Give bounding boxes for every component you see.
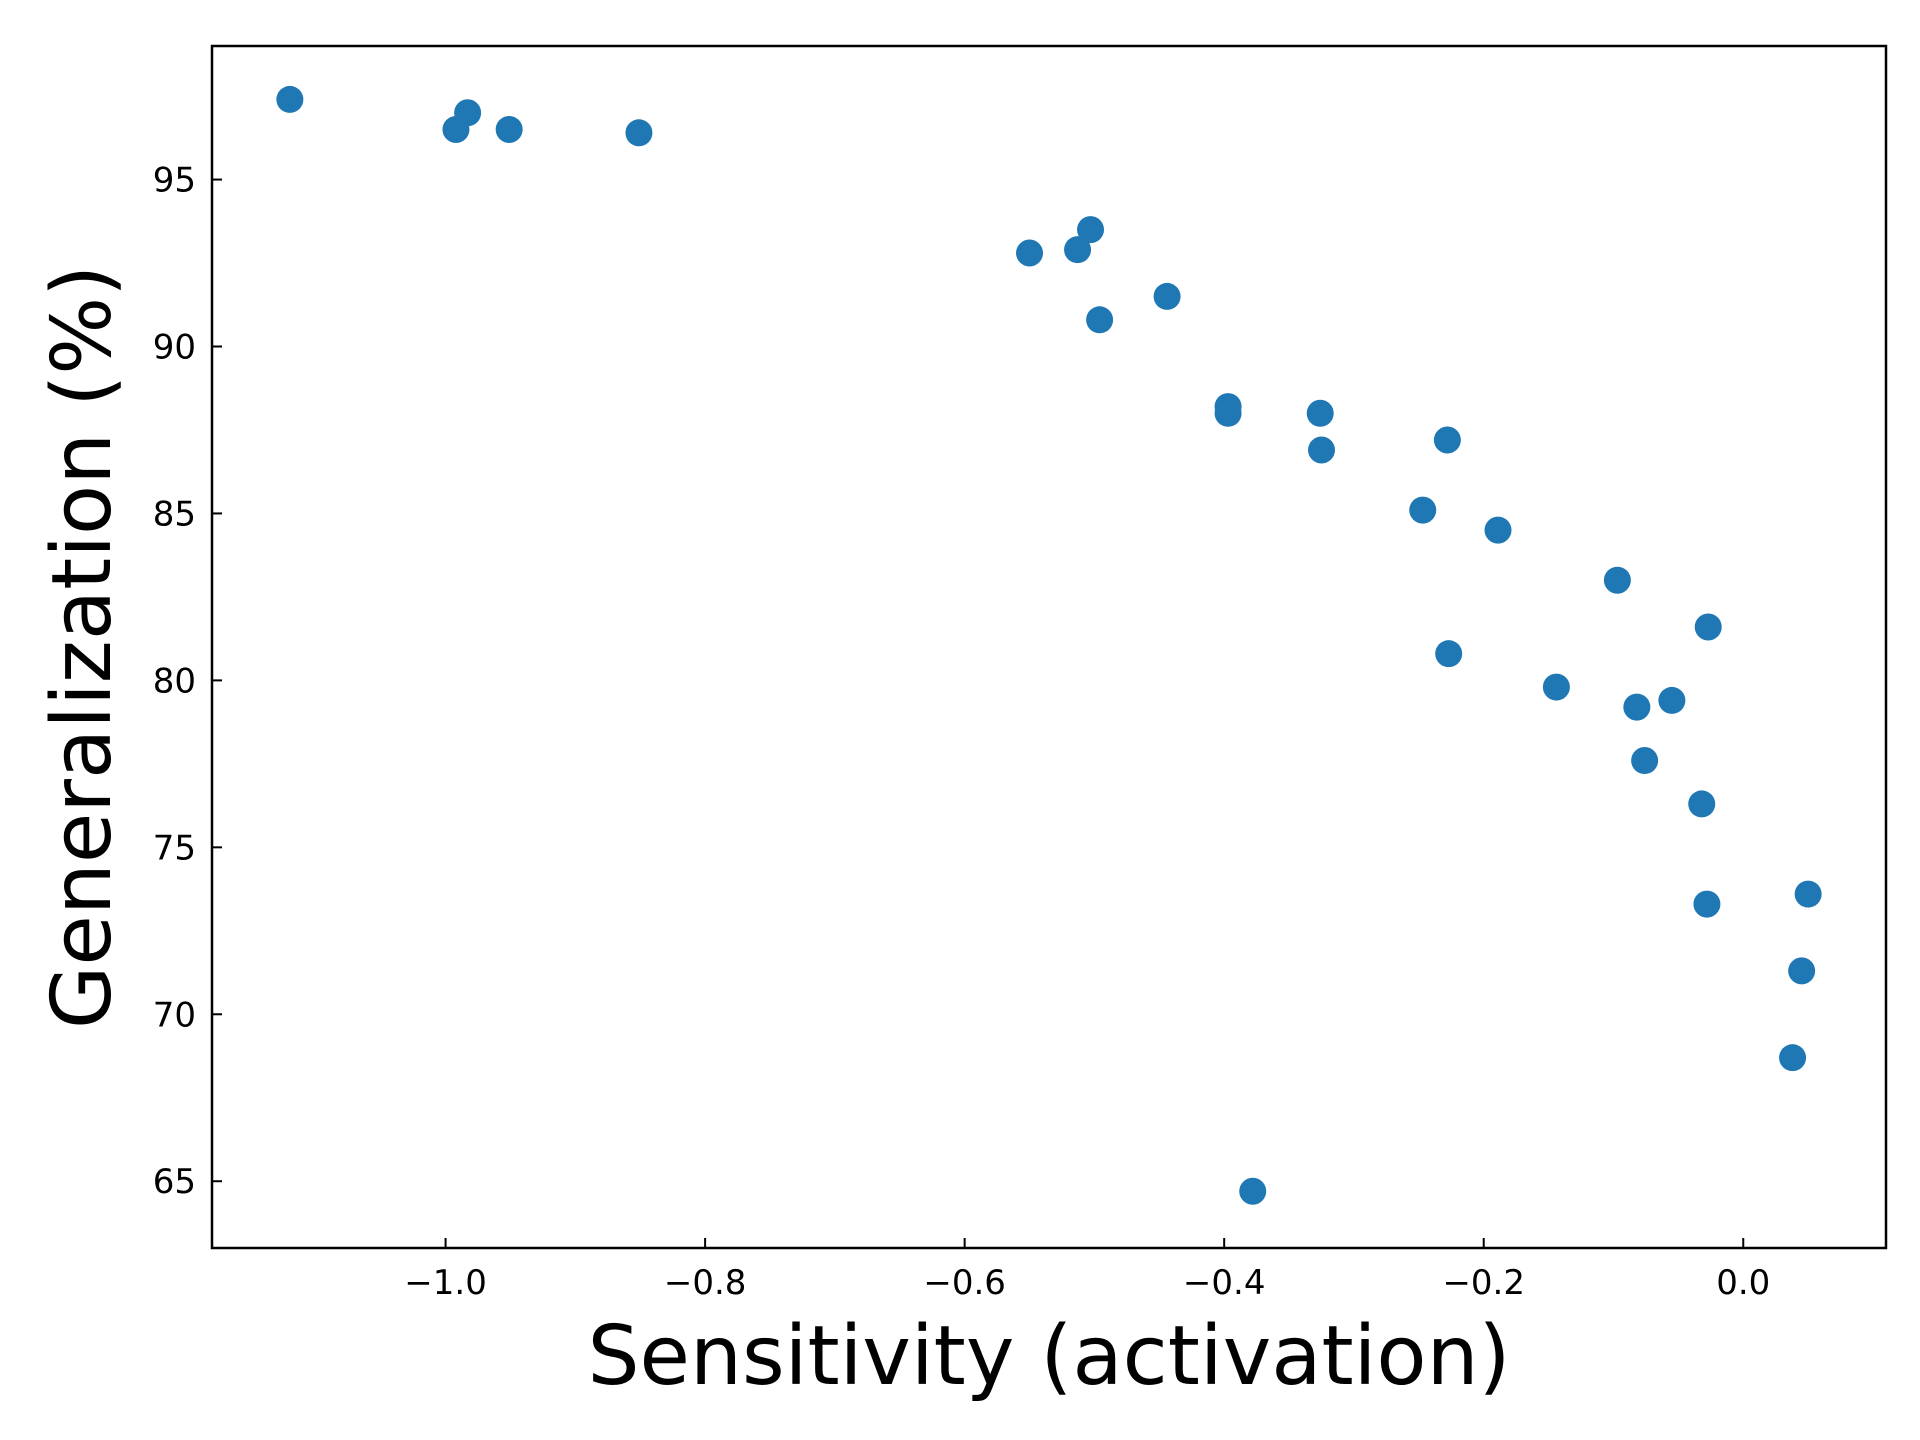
data-point-0-12 xyxy=(1239,1177,1267,1205)
x-tick-label: −0.8 xyxy=(664,1263,747,1303)
data-point-0-16 xyxy=(1433,426,1461,454)
data-point-0-9 xyxy=(1153,282,1181,310)
y-axis-ticks: 65 70 75 80 85 90 95 xyxy=(153,161,222,1202)
x-tick-label: −0.2 xyxy=(1442,1263,1525,1303)
data-point-0-4 xyxy=(625,119,653,147)
y-tick-label: 85 xyxy=(153,494,196,534)
x-axis-title: Sensitivity (activation) xyxy=(587,1309,1510,1404)
data-point-0-2 xyxy=(442,115,470,143)
data-point-0-24 xyxy=(1688,790,1716,818)
data-point-0-17 xyxy=(1435,640,1463,668)
x-tick-label: 0.0 xyxy=(1716,1263,1770,1303)
data-point-0-11 xyxy=(1214,399,1242,427)
data-point-0-28 xyxy=(1788,957,1816,985)
data-point-0-22 xyxy=(1631,747,1659,775)
data-point-0-23 xyxy=(1658,686,1686,714)
x-axis-ticks: −1.0 −0.8 −0.6 −0.4 −0.2 0.0 xyxy=(404,1238,1770,1303)
y-tick-label: 75 xyxy=(153,828,196,868)
data-point-0-13 xyxy=(1306,399,1334,427)
y-tick-label: 65 xyxy=(153,1162,196,1202)
data-point-0-18 xyxy=(1484,516,1512,544)
data-point-0-7 xyxy=(1077,216,1105,244)
data-point-0-20 xyxy=(1603,566,1631,594)
data-point-0-3 xyxy=(495,115,523,143)
data-point-0-21 xyxy=(1623,693,1651,721)
data-point-0-29 xyxy=(1794,880,1822,908)
x-tick-label: −0.6 xyxy=(923,1263,1006,1303)
x-tick-label: −1.0 xyxy=(404,1263,487,1303)
data-point-0-26 xyxy=(1693,890,1721,918)
y-tick-label: 90 xyxy=(153,328,196,368)
y-tick-label: 80 xyxy=(153,661,196,701)
data-point-0-27 xyxy=(1779,1044,1807,1072)
plot-frame xyxy=(210,44,1888,1250)
x-tick-label: −0.4 xyxy=(1183,1263,1266,1303)
data-point-0-19 xyxy=(1542,673,1570,701)
data-point-0-15 xyxy=(1409,496,1437,524)
y-tick-label: 70 xyxy=(153,995,196,1035)
y-axis-title: Generalization (%) xyxy=(35,265,130,1029)
y-tick-label: 95 xyxy=(153,161,196,201)
data-point-0-8 xyxy=(1086,306,1114,334)
data-point-0-0 xyxy=(276,85,304,113)
data-point-0-6 xyxy=(1064,236,1092,264)
data-point-0-25 xyxy=(1694,613,1722,641)
data-points xyxy=(276,85,1822,1205)
data-point-0-14 xyxy=(1308,436,1336,464)
data-point-0-5 xyxy=(1016,239,1044,267)
